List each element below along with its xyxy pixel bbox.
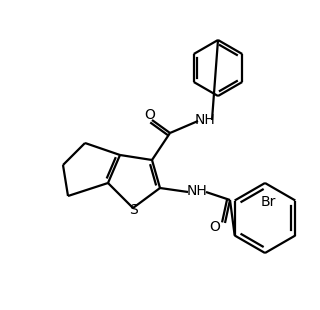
Text: O: O — [210, 220, 220, 234]
Text: O: O — [145, 108, 156, 122]
Text: S: S — [130, 203, 138, 217]
Text: NH: NH — [195, 113, 215, 127]
Text: Br: Br — [260, 195, 276, 209]
Text: NH: NH — [187, 184, 207, 198]
